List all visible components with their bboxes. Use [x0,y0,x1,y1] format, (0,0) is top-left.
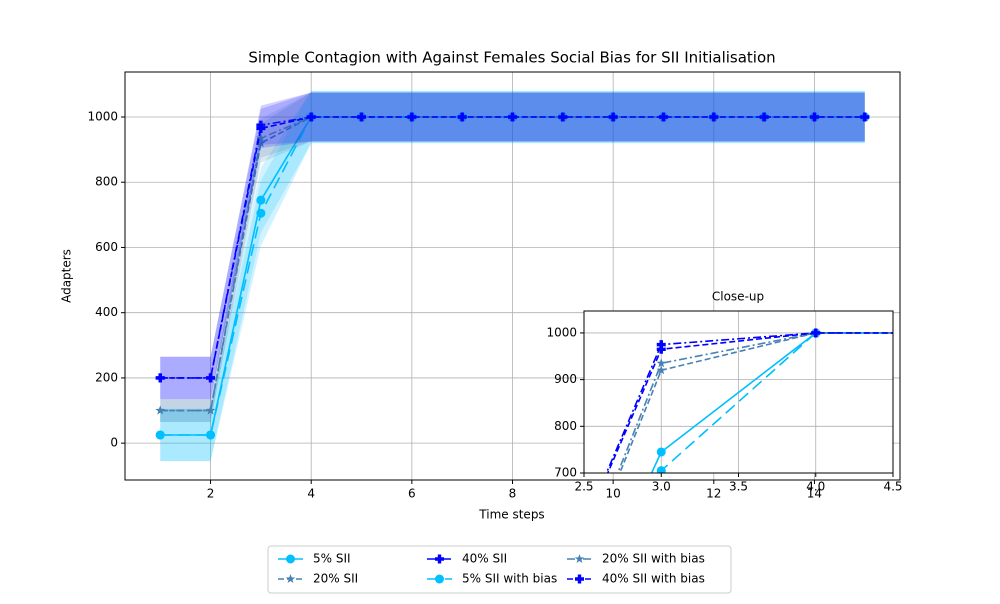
marker [656,447,666,457]
y-tick-label: 700 [554,466,577,480]
marker [811,328,821,338]
std-band [160,399,211,422]
marker [656,358,666,368]
marker [256,123,266,133]
std-band [613,92,664,142]
plot-frame [583,310,894,474]
std-band [160,356,211,400]
std-band [764,92,815,142]
x-tick-label: 12 [706,487,721,501]
marker [155,405,165,415]
marker [357,112,367,122]
marker [558,112,568,122]
x-tick-label: 4.0 [806,480,825,494]
series-line [650,332,893,473]
legend-label: 5% SII with bias [462,572,557,586]
marker [256,133,266,143]
std-band [260,90,312,233]
std-band [260,92,312,145]
marker [457,112,467,122]
std-band [512,92,563,142]
plot-layer [155,90,870,462]
x-tick-label: 4.5 [883,480,902,494]
series-line [160,116,865,379]
marker [155,430,165,440]
marker [155,373,165,383]
marker [656,466,666,473]
marker [256,195,266,205]
legend-frame [267,545,732,594]
marker [206,430,216,440]
plot-frame [124,71,901,481]
x-tick-label: 14 [807,487,822,501]
std-band [260,90,312,246]
marker [407,112,417,122]
legend-label: 20% SII [313,572,358,586]
marker [508,112,517,122]
y-tick-label: 800 [95,175,118,189]
series-line [606,332,893,473]
plot-layer [605,327,893,473]
marker [608,112,618,122]
legend-marker [285,574,296,584]
y-tick-label: 1000 [87,110,118,124]
series-line [605,332,893,473]
y-tick-label: 200 [95,370,118,384]
marker [658,112,668,122]
std-band [160,399,211,422]
legend-label: 20% SII with bias [602,552,705,566]
x-tick-label: 10 [606,487,621,501]
marker [809,112,819,122]
legend: 5% SII 20% SII 40% SII 5% SII with bias 20% … [267,545,732,594]
legend-marker [286,554,295,564]
y-tick-label: 1000 [546,325,577,339]
inset-title: Close-up [712,290,764,304]
marker [206,373,216,383]
marker [759,112,769,122]
legend-label: 5% SII [313,552,351,566]
x-tick-label: 8 [509,487,517,501]
series-line [616,332,893,473]
legend-label: 40% SII [462,552,507,566]
x-tick-label: 2.5 [574,480,593,494]
legend-marker [575,574,584,584]
marker [656,340,666,350]
chart-title: Simple Contagion with Against Females So… [248,49,775,67]
x-tick-label: 3.0 [652,480,671,494]
y-tick-label: 800 [554,419,577,433]
y-tick-label: 900 [554,372,577,386]
y-axis-label: Adapters [60,249,74,303]
x-tick-label: 4 [307,487,315,501]
marker [205,405,216,415]
std-band [260,92,312,158]
std-band [160,356,211,400]
legend-label: 40% SII with bias [602,572,705,586]
x-tick-label: 6 [408,487,416,501]
marker [860,112,870,122]
marker [709,112,719,122]
marker [306,112,316,122]
x-tick-label: 2 [207,487,215,501]
x-axis-label: Time steps [478,508,544,522]
marker [656,344,666,354]
y-tick-label: 400 [95,305,118,319]
y-tick-label: 0 [110,436,118,450]
legend-marker [435,554,444,564]
std-band [361,92,412,142]
y-tick-label: 600 [95,240,118,254]
marker [256,208,266,218]
legend-marker [435,574,444,584]
x-tick-label: 3.5 [729,480,748,494]
marker [656,365,666,375]
series-line [659,332,893,473]
std-band [260,92,312,148]
std-band [361,92,412,142]
legend-marker [574,554,585,564]
marker [256,138,266,148]
